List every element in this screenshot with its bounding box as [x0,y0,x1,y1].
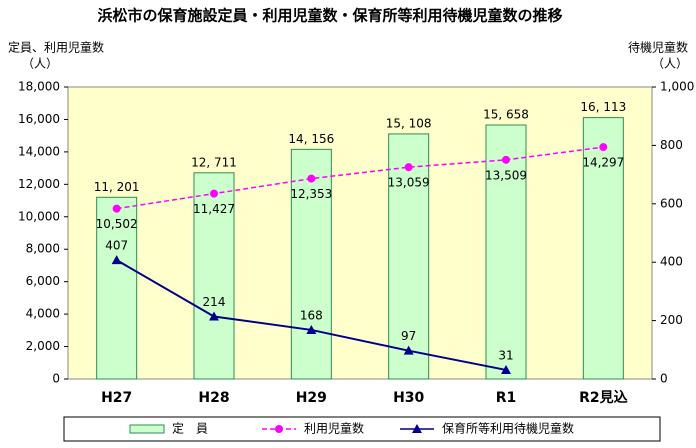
legend-swatch [129,424,165,434]
y-tick-label: 12,000 [18,177,60,191]
line-point [403,345,414,355]
line-point [306,324,317,334]
x-tick-label: R1 [496,390,517,406]
legend-label: 保育所等利用待機児童数 [442,421,574,436]
x-tick-label: R2見込 [579,389,628,406]
y-tick-label: 14,000 [18,144,60,158]
line-point [599,143,608,152]
legend-label: 利用児童数 [304,421,364,436]
y-tick-label: 10,000 [18,209,60,223]
line-point [307,174,316,183]
y-tick-label: 0 [52,372,60,386]
y2-tick-label: 400 [660,255,683,269]
line-point [112,204,121,213]
point-value-label: 97 [401,329,416,343]
bar [582,117,624,380]
bar [290,148,332,380]
line-point [111,255,122,265]
y2-tick-label: 1,000 [660,80,694,94]
line-point [501,364,511,374]
y2-tick-label: 200 [660,313,683,327]
bar [96,196,138,380]
line-point [210,189,218,198]
point-value-label: 14,297 [582,156,624,170]
y2-axis-label: 待機児童数 [628,40,688,55]
line-point [502,155,510,164]
y-tick-label: 4,000 [26,307,60,321]
bar-value-label: 15, 108 [386,116,432,130]
bar-value-label: 14, 156 [288,132,334,146]
point-value-label: 31 [498,348,513,362]
bar [388,133,430,380]
legend-label: 定 員 [172,421,208,436]
y-tick-label: 16,000 [18,112,60,126]
y-tick-label: 8,000 [26,242,60,256]
bar [193,172,235,380]
y-axis-unit: （人） [22,57,58,71]
y2-tick-label: 600 [660,196,683,210]
point-value-label: 168 [300,308,323,322]
bar-value-label: 15, 658 [483,107,529,121]
legend-marker [412,424,422,433]
point-value-label: 10,502 [96,217,138,231]
y2-tick-label: 0 [660,372,668,386]
point-value-label: 407 [105,239,128,253]
x-tick-label: H30 [393,390,424,406]
line-point [404,163,413,172]
bar-value-label: 12, 711 [191,155,237,169]
y2-axis-unit: （人） [652,57,688,71]
point-value-label: 12,353 [290,187,332,201]
y-tick-label: 2,000 [26,339,60,353]
plot-area [67,86,653,380]
point-value-label: 13,509 [485,168,527,182]
legend-marker [275,425,283,433]
x-tick-label: H28 [198,390,229,406]
y-tick-label: 6,000 [26,274,60,288]
bar [485,124,527,380]
point-value-label: 214 [203,295,226,309]
point-value-label: 11,427 [193,202,235,216]
point-value-label: 13,059 [388,176,430,190]
bar-value-label: 11, 201 [94,180,140,194]
line [116,146,604,210]
y2-tick-label: 800 [660,138,683,152]
x-tick-label: H27 [101,390,132,406]
bar-value-label: 16, 113 [580,100,626,114]
x-tick-label: H29 [296,390,327,406]
y-axis-label: 定員、利用児童数 [8,40,104,55]
line-point [209,311,219,321]
y-tick-label: 18,000 [18,80,60,94]
chart-title: 浜松市の保育施設定員・利用児童数・保育所等利用待機児童数の推移 [97,7,562,25]
